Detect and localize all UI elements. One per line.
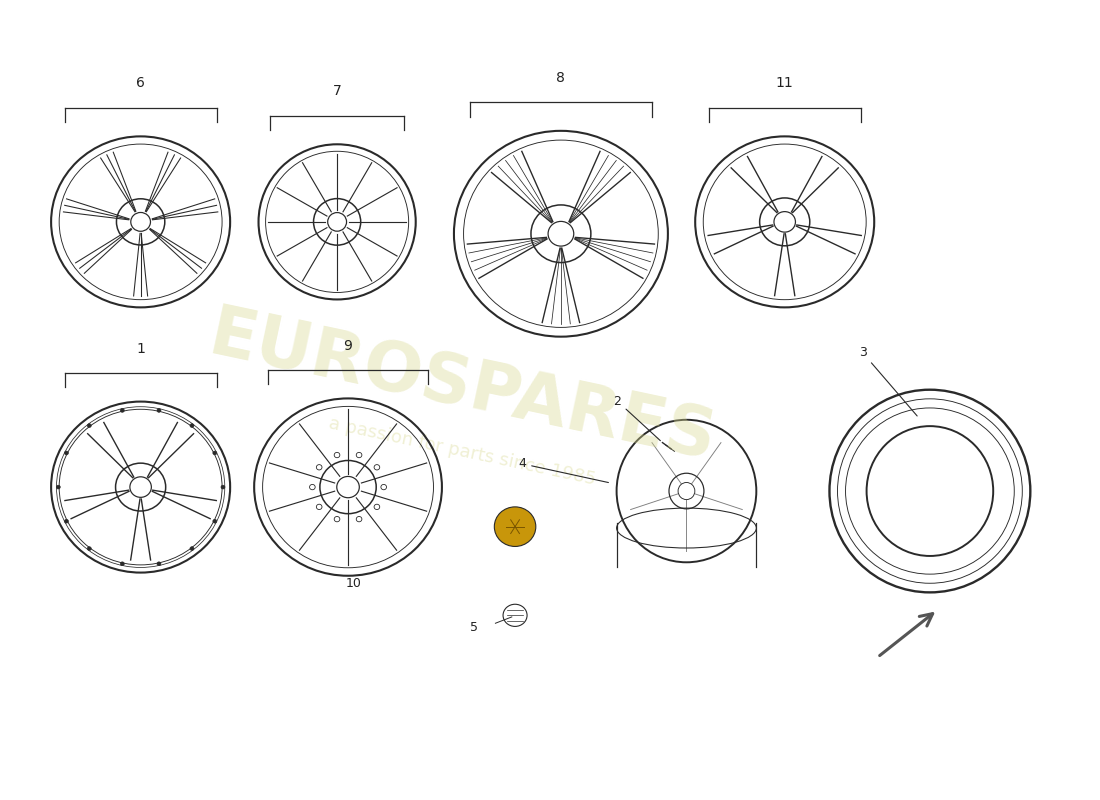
Ellipse shape [65, 451, 68, 455]
Ellipse shape [221, 485, 226, 489]
Ellipse shape [190, 546, 194, 550]
Ellipse shape [87, 546, 91, 550]
Ellipse shape [65, 519, 68, 523]
Ellipse shape [212, 451, 217, 455]
Ellipse shape [157, 562, 161, 566]
Ellipse shape [56, 485, 60, 489]
Ellipse shape [190, 424, 194, 427]
Text: 5: 5 [470, 621, 477, 634]
Ellipse shape [212, 519, 217, 523]
Text: EUROSPARES: EUROSPARES [204, 302, 723, 474]
Text: 2: 2 [614, 394, 660, 441]
Ellipse shape [120, 562, 124, 566]
Text: 4: 4 [518, 458, 608, 482]
Text: 10: 10 [345, 577, 362, 590]
Text: 11: 11 [776, 77, 793, 90]
Text: 3: 3 [859, 346, 917, 416]
Text: 9: 9 [343, 338, 352, 353]
Ellipse shape [120, 409, 124, 412]
Text: 1: 1 [136, 342, 145, 356]
Text: a passion for parts since 1985: a passion for parts since 1985 [328, 414, 598, 489]
Text: 8: 8 [557, 71, 565, 85]
Ellipse shape [157, 409, 161, 412]
Text: 7: 7 [332, 84, 341, 98]
Text: 6: 6 [136, 77, 145, 90]
Ellipse shape [87, 424, 91, 427]
Ellipse shape [494, 507, 536, 546]
